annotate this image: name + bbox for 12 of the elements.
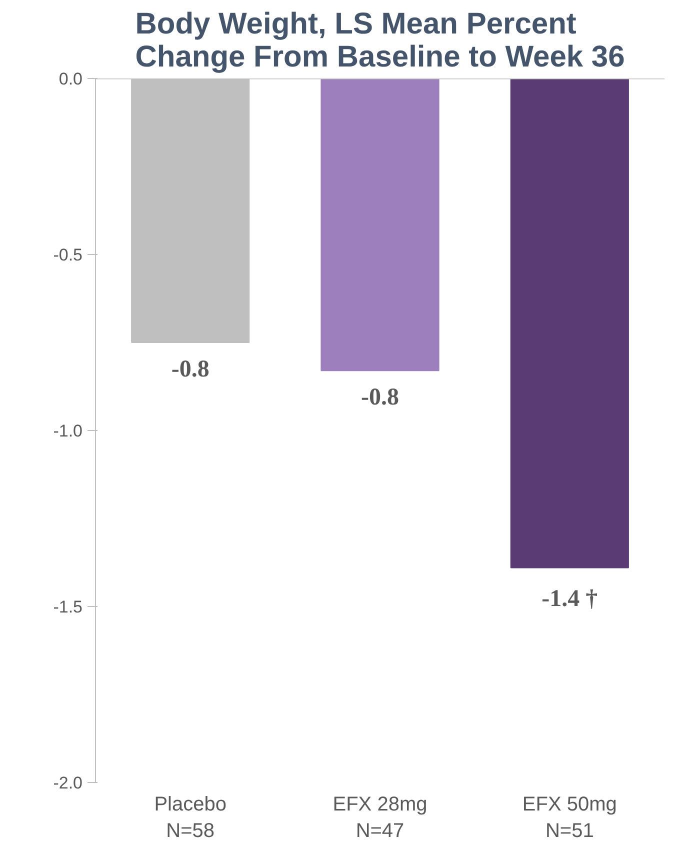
data-label: -1.4 †	[542, 586, 598, 612]
x-tick-label: EFX 28mg N=47	[332, 794, 428, 842]
x-tick-label: Placebo N=58	[154, 794, 226, 842]
data-label: -0.8	[171, 356, 210, 382]
x-tick-label: EFX 50mg N=51	[522, 794, 617, 842]
y-tick-label: -2.0	[53, 774, 83, 792]
y-tick-label: 0.0	[58, 70, 83, 88]
y-tick-label: -1.0	[53, 422, 83, 440]
data-label: -0.8	[361, 384, 400, 411]
y-tick-label: -0.5	[53, 246, 83, 264]
y-tick-label: -1.5	[53, 598, 83, 616]
chart-title: Body Weight, LS Mean Percent Change From Baseline to Week 36	[135, 8, 625, 74]
